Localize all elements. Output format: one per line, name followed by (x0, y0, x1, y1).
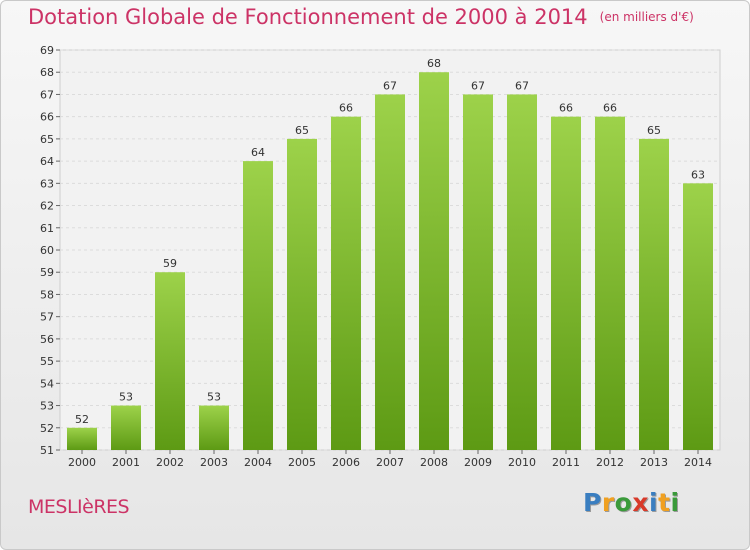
x-tick-label: 2007 (376, 456, 404, 469)
y-tick-label: 52 (40, 422, 54, 435)
y-tick-label: 53 (40, 400, 54, 413)
y-tick-label: 65 (40, 133, 54, 146)
title-unit: (en milliers d'€) (599, 10, 694, 24)
bar-value-label: 65 (295, 124, 309, 137)
title-text: Dotation Globale de Fonctionnement de 20… (28, 5, 588, 29)
x-axis: 2000 2001 2002 2003 2004 2005 2006 2007 2008 2009… (68, 450, 712, 469)
x-tick-label: 2009 (464, 456, 492, 469)
y-axis: 51 52 53 54 55 56 57 58 59 60 61 62 63 64 65 66 67 68 69 (40, 44, 60, 457)
y-tick-label: 62 (40, 200, 54, 213)
bar-value-label: 64 (251, 146, 265, 159)
bar (375, 94, 405, 450)
logo-letter: x (632, 488, 649, 517)
logo-letter: P (583, 488, 602, 517)
bar (331, 116, 361, 451)
y-tick-label: 51 (40, 444, 54, 457)
x-tick-label: 2006 (332, 456, 360, 469)
bar (507, 94, 537, 450)
commune-name: MESLIèRES (28, 496, 130, 518)
bar (419, 72, 449, 450)
bar (287, 138, 317, 450)
logo-letter: t (658, 488, 671, 517)
y-tick-label: 66 (40, 111, 54, 124)
logo-letter: i (649, 488, 659, 517)
bar-value-label: 53 (119, 391, 133, 404)
y-tick-label: 64 (40, 155, 54, 168)
y-tick-label: 63 (40, 177, 54, 190)
bar-value-label: 59 (163, 257, 177, 270)
x-tick-label: 2003 (200, 456, 228, 469)
x-tick-label: 2011 (552, 456, 580, 469)
y-tick-label: 57 (40, 311, 54, 324)
bar (551, 116, 581, 451)
y-tick-label: 54 (40, 377, 54, 390)
x-tick-label: 2002 (156, 456, 184, 469)
y-tick-label: 59 (40, 266, 54, 279)
bars (67, 72, 713, 451)
bar (111, 405, 141, 450)
bar (683, 183, 713, 451)
bar (639, 138, 669, 450)
bar (463, 94, 493, 450)
x-tick-label: 2012 (596, 456, 624, 469)
x-tick-label: 2001 (112, 456, 140, 469)
y-tick-label: 56 (40, 333, 54, 346)
bar-value-label: 52 (75, 413, 89, 426)
bar-value-label: 66 (339, 102, 353, 115)
x-tick-label: 2008 (420, 456, 448, 469)
y-tick-label: 61 (40, 222, 54, 235)
y-tick-label: 60 (40, 244, 54, 257)
bar-value-label: 63 (691, 168, 705, 181)
bar (595, 116, 625, 451)
logo-letter: i (670, 488, 680, 517)
bar (243, 161, 273, 450)
x-tick-label: 2004 (244, 456, 272, 469)
x-tick-label: 2000 (68, 456, 96, 469)
bar-value-label: 67 (515, 79, 529, 92)
bar-value-label: 67 (471, 79, 485, 92)
x-tick-label: 2013 (640, 456, 668, 469)
bar-value-label: 53 (207, 391, 221, 404)
y-tick-label: 55 (40, 355, 54, 368)
logo-letter: r (601, 488, 615, 517)
y-tick-label: 58 (40, 288, 54, 301)
bar (67, 427, 97, 450)
y-tick-label: 67 (40, 88, 54, 101)
bar (155, 272, 185, 450)
bar-value-label: 65 (647, 124, 661, 137)
logo-letter: o (614, 488, 633, 517)
chart-title: Dotation Globale de Fonctionnement de 20… (28, 5, 694, 29)
bar (199, 405, 229, 450)
bar-value-label: 66 (559, 102, 573, 115)
bar-value-label: 66 (603, 102, 617, 115)
value-labels: 52 53 59 53 64 65 66 67 68 67 67 66 66 65 63 (75, 57, 705, 426)
bar-value-label: 67 (383, 79, 397, 92)
bar-value-label: 68 (427, 57, 441, 70)
y-tick-label: 69 (40, 44, 54, 57)
x-tick-label: 2014 (684, 456, 712, 469)
x-tick-label: 2010 (508, 456, 536, 469)
y-tick-label: 68 (40, 66, 54, 79)
x-tick-label: 2005 (288, 456, 316, 469)
proxiti-logo: Proxiti (583, 488, 680, 517)
